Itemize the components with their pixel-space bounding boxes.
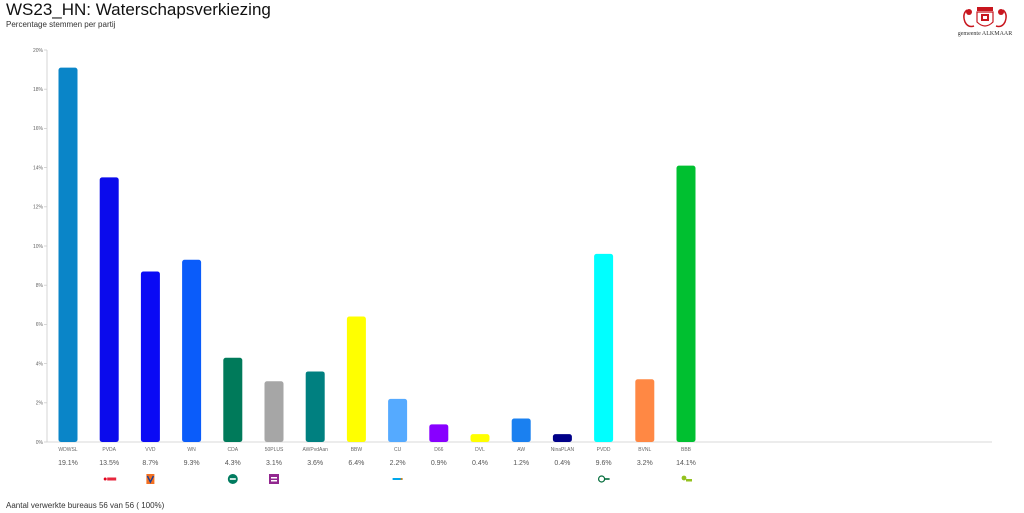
y-tick-label: 0%	[36, 440, 44, 446]
category-label: CU	[394, 447, 402, 453]
category-label: PVDD	[597, 447, 611, 453]
bar-bbb	[676, 165, 696, 442]
y-tick-label: 20%	[33, 48, 44, 54]
y-tick-label: 6%	[36, 322, 44, 328]
logo-text: gemeente ALKMAAR	[957, 31, 1013, 37]
bar-dvl	[470, 434, 490, 442]
bar-bbw	[346, 316, 366, 442]
gemeente-alkmaar-crest-icon	[963, 7, 1007, 28]
value-label: 3.6%	[307, 460, 323, 467]
value-label: 14.1%	[676, 460, 696, 467]
y-tick-label: 4%	[36, 361, 44, 367]
bar-wn	[182, 259, 202, 442]
category-label: WDWSL	[58, 447, 77, 453]
category-label: CDA	[228, 447, 239, 453]
cda-logo-icon	[227, 474, 238, 484]
cu-logo-icon	[392, 478, 403, 480]
bar-d66	[429, 424, 449, 442]
category-label: D66	[434, 447, 443, 453]
bar-50plus	[264, 381, 284, 442]
value-label: 0.4%	[554, 460, 570, 467]
category-label: PVDA	[102, 447, 116, 453]
bar-pvdd	[594, 253, 614, 442]
value-label: 19.1%	[58, 460, 78, 467]
category-label: BBB	[681, 447, 692, 453]
50plus-logo-icon	[269, 474, 279, 484]
value-label: 9.3%	[184, 460, 200, 467]
category-label: NinaPLAN	[551, 447, 575, 453]
bars-group	[58, 67, 696, 442]
bbb-logo-icon	[681, 475, 692, 482]
value-labels: 19.1% 13.5% 8.7% 9.3% 4.3% 3.1% 3.6% 6.4% 2.2% 0.…	[58, 460, 696, 467]
category-labels: WDWSL PVDA VVD WN CDA 50PLUS AWPvdAan BBW CU D66 D…	[58, 447, 691, 453]
y-axis-ticks: 0% 2% 4% 6% 8% 10% 12% 14% 16% 18% 20%	[33, 48, 47, 446]
value-label: 9.6%	[596, 460, 612, 467]
bar-wdwsl	[58, 67, 78, 442]
y-tick-label: 10%	[33, 244, 44, 250]
value-label: 8.7%	[142, 460, 158, 467]
category-label: AWPvdAan	[303, 447, 329, 453]
y-tick-label: 8%	[36, 283, 44, 289]
bar-cda	[223, 357, 243, 442]
bar-bvnl	[635, 379, 655, 442]
y-tick-label: 2%	[36, 401, 44, 407]
category-label: BBW	[351, 447, 363, 453]
y-tick-label: 18%	[33, 87, 44, 93]
value-label: 1.2%	[513, 460, 529, 467]
category-label: BVNL	[638, 447, 651, 453]
bar-ninaplan	[552, 434, 572, 442]
bar-vvd	[140, 271, 160, 442]
bar-cu	[388, 398, 408, 442]
value-label: 13.5%	[99, 460, 119, 467]
bar-aw	[511, 418, 531, 442]
category-label: VVD	[145, 447, 156, 453]
page-title: WS23_HN: Waterschapsverkiezing	[6, 0, 271, 19]
pvda-logo-icon	[103, 477, 117, 481]
municipality-logo: gemeente ALKMAAR	[956, 4, 1014, 40]
value-label: 0.4%	[472, 460, 488, 467]
value-label: 3.2%	[637, 460, 653, 467]
value-label: 3.1%	[266, 460, 282, 467]
y-tick-label: 14%	[33, 165, 44, 171]
processed-stations-footer: Aantal verwerkte bureaus 56 van 56 ( 100…	[6, 501, 165, 510]
vvd-logo-icon	[146, 474, 155, 484]
category-label: 50PLUS	[265, 447, 284, 453]
value-label: 6.4%	[348, 460, 364, 467]
party-logos	[103, 474, 692, 484]
chart-subtitle: Percentage stemmen per partij	[6, 20, 116, 29]
category-label: DVL	[475, 447, 485, 453]
bar-awpvdaan	[305, 371, 325, 442]
category-label: AW	[517, 447, 525, 453]
bar-pvda	[99, 177, 119, 442]
y-tick-label: 16%	[33, 126, 44, 132]
y-tick-label: 12%	[33, 205, 44, 211]
value-label: 4.3%	[225, 460, 241, 467]
value-label: 2.2%	[390, 460, 406, 467]
pvdd-logo-icon	[597, 475, 610, 483]
value-label: 0.9%	[431, 460, 447, 467]
category-label: WN	[187, 447, 196, 453]
